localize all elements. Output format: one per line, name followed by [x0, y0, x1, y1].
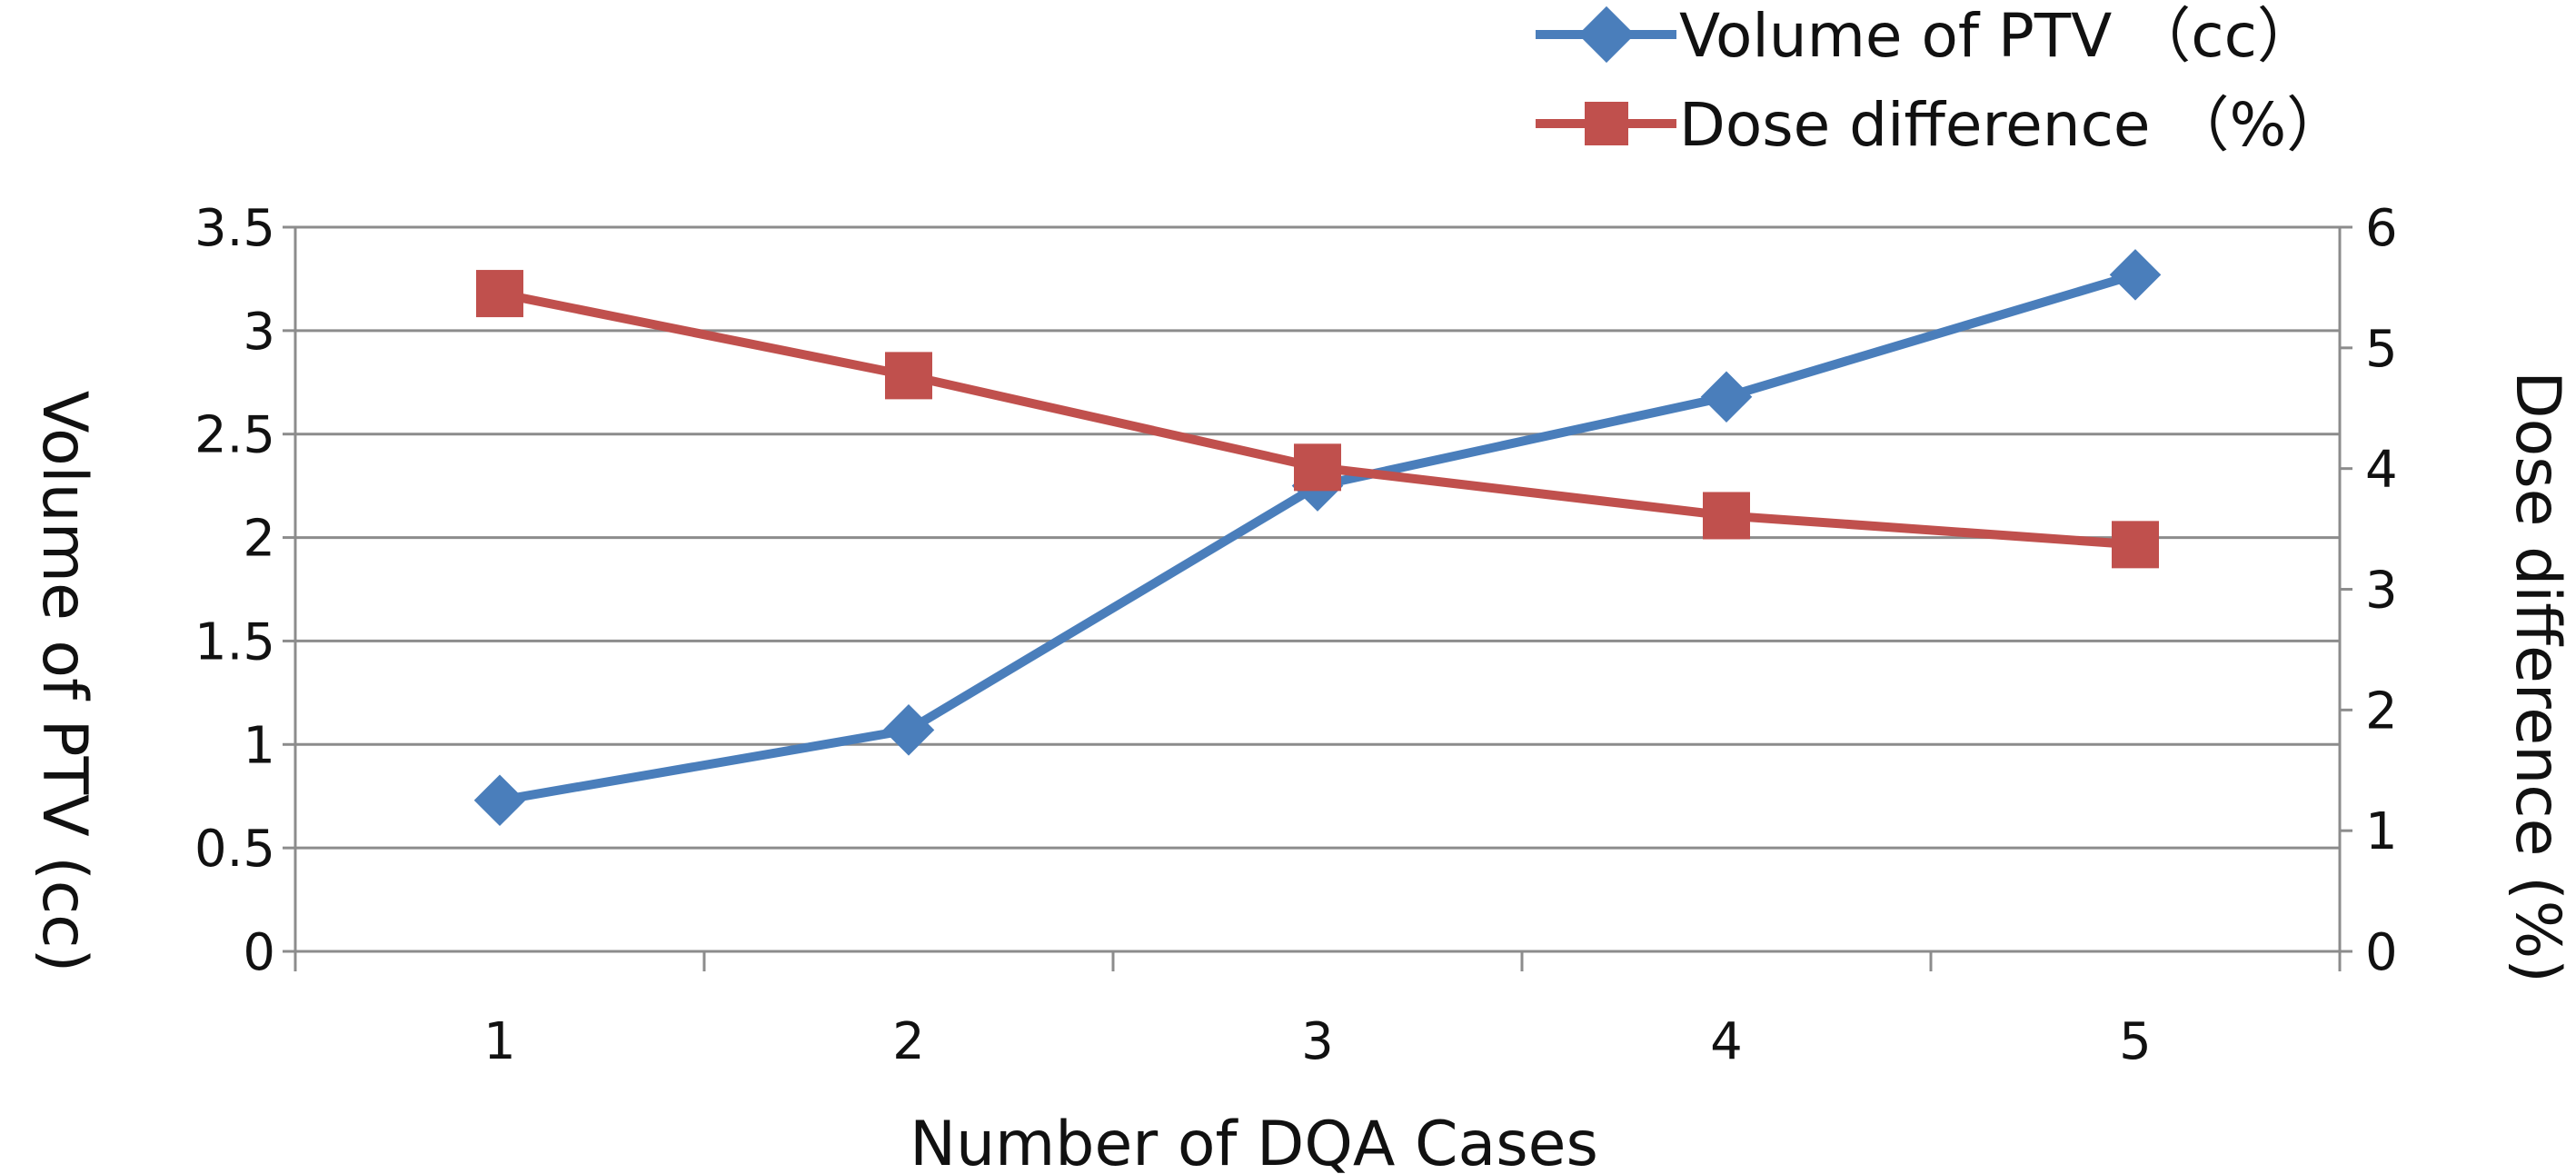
data-point-dose: [2112, 521, 2159, 569]
data-point-volume: [882, 704, 935, 756]
x-tick-label: 1: [483, 1012, 516, 1071]
data-point-volume: [2109, 249, 2162, 301]
y2-tick-label: 3: [2365, 562, 2398, 621]
y-tick-label: 1: [243, 716, 275, 775]
legend: Volume of PTV （cc） Dose difference （%）: [1536, 1, 2346, 160]
y2-tick-label: 0: [2365, 923, 2398, 982]
x-tick-label: 3: [1301, 1012, 1334, 1071]
legend-label-volume: Volume of PTV （cc）: [1679, 1, 2317, 71]
y-tick-label: 0: [243, 923, 275, 982]
y2-axis-title: Dose difference (%): [2501, 371, 2573, 983]
axes: [283, 225, 2352, 971]
y2-tick-label: 6: [2365, 199, 2398, 258]
tick-labels: 0 0.5 1 1.5 2 2.5 3 3.5 0 1 2 3 4 5 6 1 2 3 4 5: [194, 199, 2398, 1071]
y-tick-label: 3: [243, 303, 275, 362]
data-point-volume: [1700, 371, 1753, 423]
x-axis-title: Number of DQA Cases: [910, 1109, 1598, 1174]
data-point-dose: [476, 270, 523, 318]
x-tick-label: 2: [892, 1012, 925, 1071]
y-tick-label: 2: [243, 510, 275, 569]
y-tick-label: 0.5: [194, 820, 275, 879]
data-point-dose: [1294, 443, 1341, 492]
data-point-dose: [885, 352, 932, 400]
gridlines: [295, 225, 2340, 850]
y2-tick-label: 1: [2365, 802, 2398, 861]
x-tick-label: 4: [1710, 1012, 1743, 1071]
y-tick-label: 1.5: [194, 612, 275, 672]
data-point-volume: [473, 774, 526, 827]
data-point-dose: [1703, 492, 1750, 540]
y-axis-title: Volume of PTV (cc): [28, 391, 100, 972]
legend-marker-volume: [1577, 5, 1636, 64]
y2-tick-label: 4: [2365, 441, 2398, 500]
y-tick-label: 3.5: [194, 199, 275, 258]
series: [473, 249, 2162, 827]
y2-tick-label: 5: [2365, 320, 2398, 379]
x-tick-label: 5: [2119, 1012, 2152, 1071]
y-tick-label: 2.5: [194, 406, 275, 465]
y2-tick-label: 2: [2365, 682, 2398, 741]
legend-label-dose: Dose difference （%）: [1679, 90, 2346, 160]
legend-marker-dose: [1585, 102, 1628, 145]
